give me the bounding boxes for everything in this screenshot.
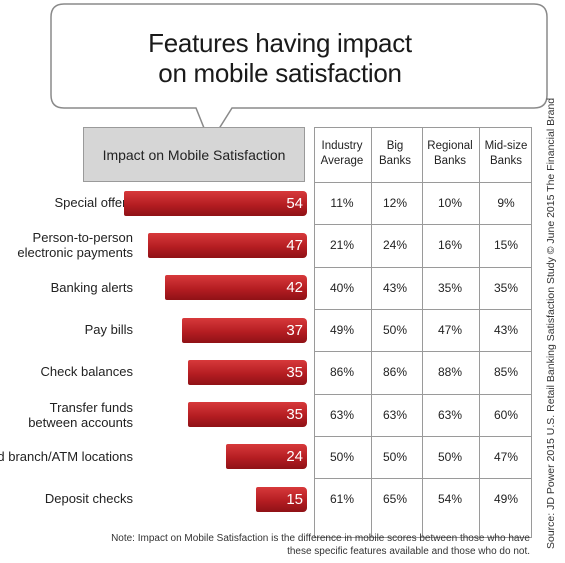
category-label-line: Person-to-person: [32, 230, 133, 246]
category-label: Special offers: [54, 195, 133, 210]
table-divider: [315, 182, 531, 183]
table-cell: 60%: [493, 407, 519, 422]
source-credit: Source: JD Power 2015 U.S. Retail Bankin…: [545, 97, 557, 549]
table-cell: 11%: [330, 196, 354, 211]
column-header-line: Mid-size: [484, 140, 528, 152]
bar: [164, 275, 307, 301]
bar-value-label: 54: [286, 194, 303, 212]
table-divider: [314, 393, 532, 395]
bar: [188, 359, 307, 385]
table-cell: 54%: [437, 492, 463, 507]
bar: [256, 486, 307, 512]
table-cell: 10%: [437, 196, 463, 211]
table-cell: 43%: [382, 280, 408, 295]
bar: [225, 444, 307, 470]
category-label: Person-to-person electronic payments: [17, 230, 133, 260]
bar-value-label: 47: [286, 236, 303, 254]
table-cell: 24%: [382, 238, 408, 253]
table-cell: 12%: [382, 196, 408, 211]
table-divider: [314, 351, 532, 353]
category-label: Check balances: [41, 364, 134, 379]
footnote-line: these specific features available and th…: [287, 546, 530, 557]
table-cell: 50%: [382, 449, 408, 464]
column-header-line: Regional: [427, 140, 473, 152]
table-cell: 85%: [493, 365, 519, 380]
chart-title: Features having impact on mobile satisfac…: [75, 28, 485, 88]
data-table: [314, 127, 532, 538]
footnote: Note: Impact on Mobile Satisfaction is t…: [110, 532, 530, 558]
table-cell: 86%: [382, 365, 408, 380]
table-cell: 21%: [329, 238, 355, 253]
table-cell: 50%: [437, 449, 463, 464]
bar: [181, 317, 307, 343]
chart-title-line: on mobile satisfaction: [158, 58, 402, 88]
chart-title-line: Features having impact: [148, 28, 412, 58]
category-label-line: Deposit checks: [44, 491, 133, 507]
table-cell: 49%: [493, 492, 519, 507]
table-cell: 86%: [329, 365, 355, 380]
table-cell: 43%: [493, 323, 519, 338]
category-label-line: between accounts: [28, 414, 133, 430]
table-divider: [479, 128, 480, 537]
table-divider: [314, 478, 532, 480]
table-cell: 61%: [329, 492, 355, 507]
column-header: Industry Average: [312, 139, 372, 169]
category-label: Transfer funds between accounts: [28, 400, 133, 430]
category-label: Deposit checks: [45, 491, 133, 506]
table-cell: 35%: [493, 280, 519, 295]
table-cell: 9%: [497, 196, 515, 211]
category-label-line: Banking alerts: [50, 279, 133, 295]
table-cell: 63%: [437, 407, 463, 422]
table-cell: 88%: [437, 365, 463, 380]
table-divider: [314, 266, 532, 268]
column-header-line: Banks: [490, 155, 522, 167]
column-header-line: Average: [320, 155, 364, 167]
table-cell: 63%: [329, 407, 355, 422]
table-divider: [371, 128, 372, 537]
table-divider: [314, 224, 532, 226]
table-cell: 40%: [329, 280, 355, 295]
title-speech-bubble: [50, 3, 548, 145]
bar-value-label: 15: [286, 490, 303, 508]
bar-value-label: 37: [286, 321, 303, 339]
category-label: Banking alerts: [51, 280, 133, 295]
table-cell: 50%: [382, 323, 408, 338]
table-cell: 16%: [437, 238, 463, 253]
category-label-line: Transfer funds: [49, 399, 133, 415]
impact-header: Impact on Mobile Satisfaction: [83, 127, 305, 182]
category-label-line: Pay bills: [84, 322, 133, 338]
category-label-line: Special offers: [54, 195, 133, 211]
bar-value-label: 24: [286, 448, 303, 466]
table-divider: [314, 308, 532, 310]
table-cell: 50%: [329, 449, 355, 464]
bar-value-label: 35: [286, 406, 303, 424]
column-header: Mid-size Banks: [476, 139, 536, 169]
category-label: Find branch/ATM locations: [0, 449, 133, 464]
table-cell: 15%: [493, 238, 519, 253]
column-header-line: Industry: [321, 140, 363, 152]
table-cell: 65%: [382, 492, 408, 507]
column-header-line: Banks: [379, 155, 411, 167]
category-label-line: electronic payments: [17, 245, 133, 261]
table-cell: 47%: [493, 449, 519, 464]
bar: [124, 190, 307, 216]
table-divider: [314, 435, 532, 437]
bar-value-label: 35: [286, 363, 303, 381]
footnote-line: Note: Impact on Mobile Satisfaction is t…: [111, 533, 530, 544]
table-cell: 49%: [329, 323, 355, 338]
bar: [188, 402, 307, 428]
category-label-line: Find branch/ATM locations: [0, 448, 133, 464]
bar-value-label: 42: [286, 279, 303, 297]
column-header-line: Banks: [434, 155, 466, 167]
column-header-line: Big: [386, 140, 404, 152]
category-label-line: Check balances: [40, 364, 134, 380]
column-header: Big Banks: [365, 139, 425, 169]
table-cell: 47%: [437, 323, 463, 338]
table-cell: 35%: [437, 280, 463, 295]
table-divider: [422, 128, 423, 537]
category-label: Pay bills: [85, 322, 133, 337]
bar: [147, 232, 307, 258]
table-cell: 63%: [382, 407, 408, 422]
column-header: Regional Banks: [420, 139, 480, 169]
